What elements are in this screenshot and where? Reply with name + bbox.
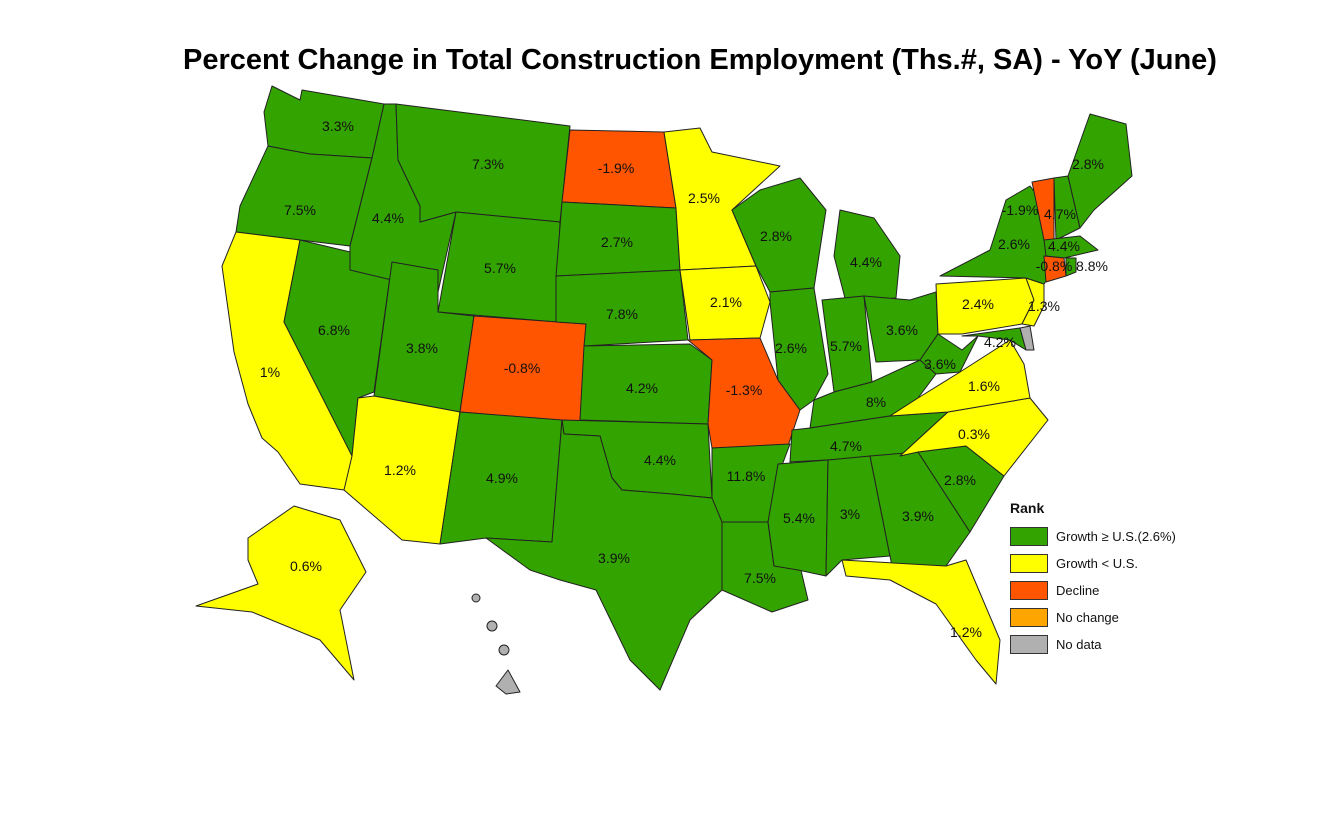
state-hi (495, 669, 521, 695)
state-value-label-az: 1.2% (384, 462, 416, 478)
state-value-label-ne: 7.8% (606, 306, 638, 322)
state-value-label-oh: 3.6% (886, 322, 918, 338)
state-de (1019, 325, 1035, 351)
state-value-label-nh: 4.7% (1044, 206, 1076, 222)
state-value-label-co: -0.8% (504, 360, 541, 376)
state-value-label-ks: 4.2% (626, 380, 658, 396)
state-al (825, 455, 891, 577)
state-md (961, 327, 1027, 351)
state-ma (1043, 235, 1099, 259)
legend: Rank Growth ≥ U.S.(2.6%) Growth < U.S. D… (1010, 500, 1176, 658)
hawaii-island (486, 620, 498, 632)
state-value-label-tx: 3.9% (598, 550, 630, 566)
legend-swatch (1010, 635, 1048, 654)
state-value-label-or: 7.5% (284, 202, 316, 218)
state-value-label-pa: 2.4% (962, 296, 994, 312)
state-il (769, 287, 829, 411)
state-value-label-ia: 2.1% (710, 294, 742, 310)
state-mi (833, 209, 901, 303)
state-value-label-sc: 2.8% (944, 472, 976, 488)
state-value-label-mt: 7.3% (472, 156, 504, 172)
state-value-label-tn: 4.7% (830, 438, 862, 454)
state-value-label-ut: 3.8% (406, 340, 438, 356)
state-value-label-ma: 4.4% (1048, 238, 1080, 254)
state-tx (485, 419, 723, 691)
legend-swatch (1010, 527, 1048, 546)
legend-label: Growth ≥ U.S.(2.6%) (1056, 529, 1176, 544)
state-value-label-ar: 11.8% (727, 468, 766, 484)
state-value-label-la: 7.5% (744, 570, 776, 586)
state-value-label-id: 4.4% (372, 210, 404, 226)
state-value-label-al: 3% (840, 506, 860, 522)
legend-label: Decline (1056, 583, 1100, 598)
legend-label: Growth < U.S. (1056, 556, 1138, 571)
legend-label: No change (1056, 610, 1119, 625)
state-value-label-mi: 4.4% (850, 254, 882, 270)
legend-item-decline: Decline (1010, 577, 1176, 604)
state-value-label-ky: 8% (866, 394, 886, 410)
state-or (235, 145, 373, 247)
state-value-label-ct: -0.8% (1036, 258, 1073, 274)
state-value-label-wy: 5.7% (484, 260, 516, 276)
state-ia (679, 265, 771, 341)
state-value-label-va: 1.6% (968, 378, 1000, 394)
hawaii-island (498, 644, 510, 656)
state-value-label-ok: 4.4% (644, 452, 676, 468)
legend-swatch (1010, 581, 1048, 600)
state-value-label-in: 5.7% (830, 338, 862, 354)
state-value-label-ri: 8.8% (1076, 258, 1108, 274)
state-value-label-il: 2.6% (775, 340, 807, 356)
state-ri (1065, 257, 1077, 277)
state-value-label-nd: -1.9% (598, 160, 635, 176)
state-value-label-md: 4.2% (984, 334, 1016, 350)
state-value-label-vt: -1.9% (1002, 202, 1039, 218)
legend-item-no-change: No change (1010, 604, 1176, 631)
state-value-label-ms: 5.4% (783, 510, 815, 526)
legend-item-growth-low: Growth < U.S. (1010, 550, 1176, 577)
legend-title: Rank (1010, 500, 1045, 516)
legend-item-growth-high: Growth ≥ U.S.(2.6%) (1010, 523, 1176, 550)
state-value-label-mo: -1.3% (726, 382, 763, 398)
legend-swatch (1010, 554, 1048, 573)
state-value-label-nj: 1.3% (1028, 298, 1060, 314)
state-value-label-ga: 3.9% (902, 508, 934, 524)
state-value-label-nm: 4.9% (486, 470, 518, 486)
hawaii-island (471, 593, 481, 603)
state-value-label-nc: 0.3% (958, 426, 990, 442)
legend-item-no-data: No data (1010, 631, 1176, 658)
state-value-label-wv: 3.6% (924, 356, 956, 372)
state-value-label-nv: 6.8% (318, 322, 350, 338)
state-ak (195, 505, 367, 681)
state-fl (841, 559, 1001, 685)
state-wi (731, 177, 827, 293)
map-title: Percent Change in Total Construction Emp… (183, 44, 1217, 76)
state-value-label-sd: 2.7% (601, 234, 633, 250)
state-value-label-mn: 2.5% (688, 190, 720, 206)
state-value-label-ak: 0.6% (290, 558, 322, 574)
state-me (1067, 113, 1133, 229)
state-value-label-fl: 1.2% (950, 624, 982, 640)
state-va (889, 339, 1031, 417)
legend-label: No data (1056, 637, 1102, 652)
legend-swatch (1010, 608, 1048, 627)
state-value-label-wa: 3.3% (322, 118, 354, 134)
state-value-label-ny: 2.6% (998, 236, 1030, 252)
state-value-label-wi: 2.8% (760, 228, 792, 244)
state-value-label-ca: 1% (260, 364, 280, 380)
state-value-label-me: 2.8% (1072, 156, 1104, 172)
